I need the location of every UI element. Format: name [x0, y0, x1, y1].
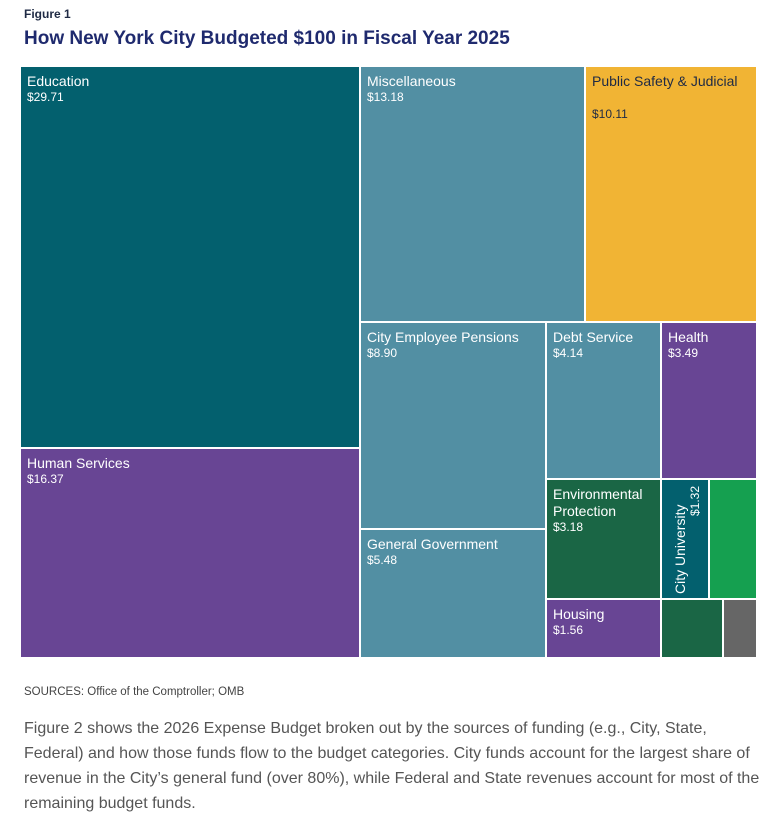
treemap-chart: Education $29.71 Human Services $16.37 Misce… — [20, 66, 757, 658]
tile-value: $29.71 — [27, 90, 64, 104]
tile-label: Miscellaneous — [367, 73, 456, 89]
tile-value: $13.18 — [367, 90, 404, 104]
tile-health: Health $3.49 — [661, 322, 757, 479]
tile-environmental-protection: Environmental Protection $3.18 — [546, 479, 661, 599]
tile-label: Education — [27, 73, 90, 89]
tile-label: Human Services — [27, 455, 130, 471]
tile-label: City Employee Pensions — [367, 329, 519, 345]
tile-value: $1.56 — [553, 623, 584, 637]
tile-value: $5.48 — [367, 553, 398, 567]
body-paragraph: Figure 2 shows the 2026 Expense Budget b… — [24, 720, 760, 812]
tile-value: $3.18 — [553, 520, 584, 534]
tile-value: $1.32 — [688, 485, 702, 516]
tile-label: Housing — [553, 606, 605, 622]
tile-city-university: City University $1.32 — [661, 479, 709, 599]
tile-unlabeled-12 — [661, 599, 723, 658]
tile-label: City University — [672, 504, 688, 594]
tile-miscellaneous: Miscellaneous $13.18 — [360, 66, 585, 322]
tile-value: $16.37 — [27, 472, 64, 486]
tile-value: $3.49 — [668, 346, 699, 360]
tile-value: $10.11 — [592, 107, 628, 121]
tile-label: General Government — [367, 536, 498, 552]
chart-title: How New York City Budgeted $100 in Fisca… — [24, 28, 510, 49]
tile-public-safety-judicial: Public Safety & Judicial $10.11 — [585, 66, 757, 322]
tile-housing: Housing $1.56 — [546, 599, 661, 658]
tile-education: Education $29.71 — [20, 66, 360, 448]
tile-label: Public Safety & Judicial — [592, 73, 738, 89]
tile-debt-service: Debt Service $4.14 — [546, 322, 661, 479]
tile-unlabeled-11 — [709, 479, 757, 599]
tile-label: Debt Service — [553, 329, 634, 345]
tile-city-employee-pensions: City Employee Pensions $8.90 — [360, 322, 546, 529]
tile-unlabeled-13 — [723, 599, 757, 658]
sources-note: SOURCES: Office of the Comptroller; OMB — [24, 686, 245, 698]
tile-label: Health — [668, 329, 709, 345]
tile-value: $8.90 — [367, 346, 398, 360]
tile-human-services: Human Services $16.37 — [20, 448, 360, 658]
tile-value: $4.14 — [553, 346, 584, 360]
figure-label: Figure 1 — [24, 7, 71, 21]
tile-general-government: General Government $5.48 — [360, 529, 546, 658]
tile-label: Environmental Protection — [553, 486, 643, 519]
